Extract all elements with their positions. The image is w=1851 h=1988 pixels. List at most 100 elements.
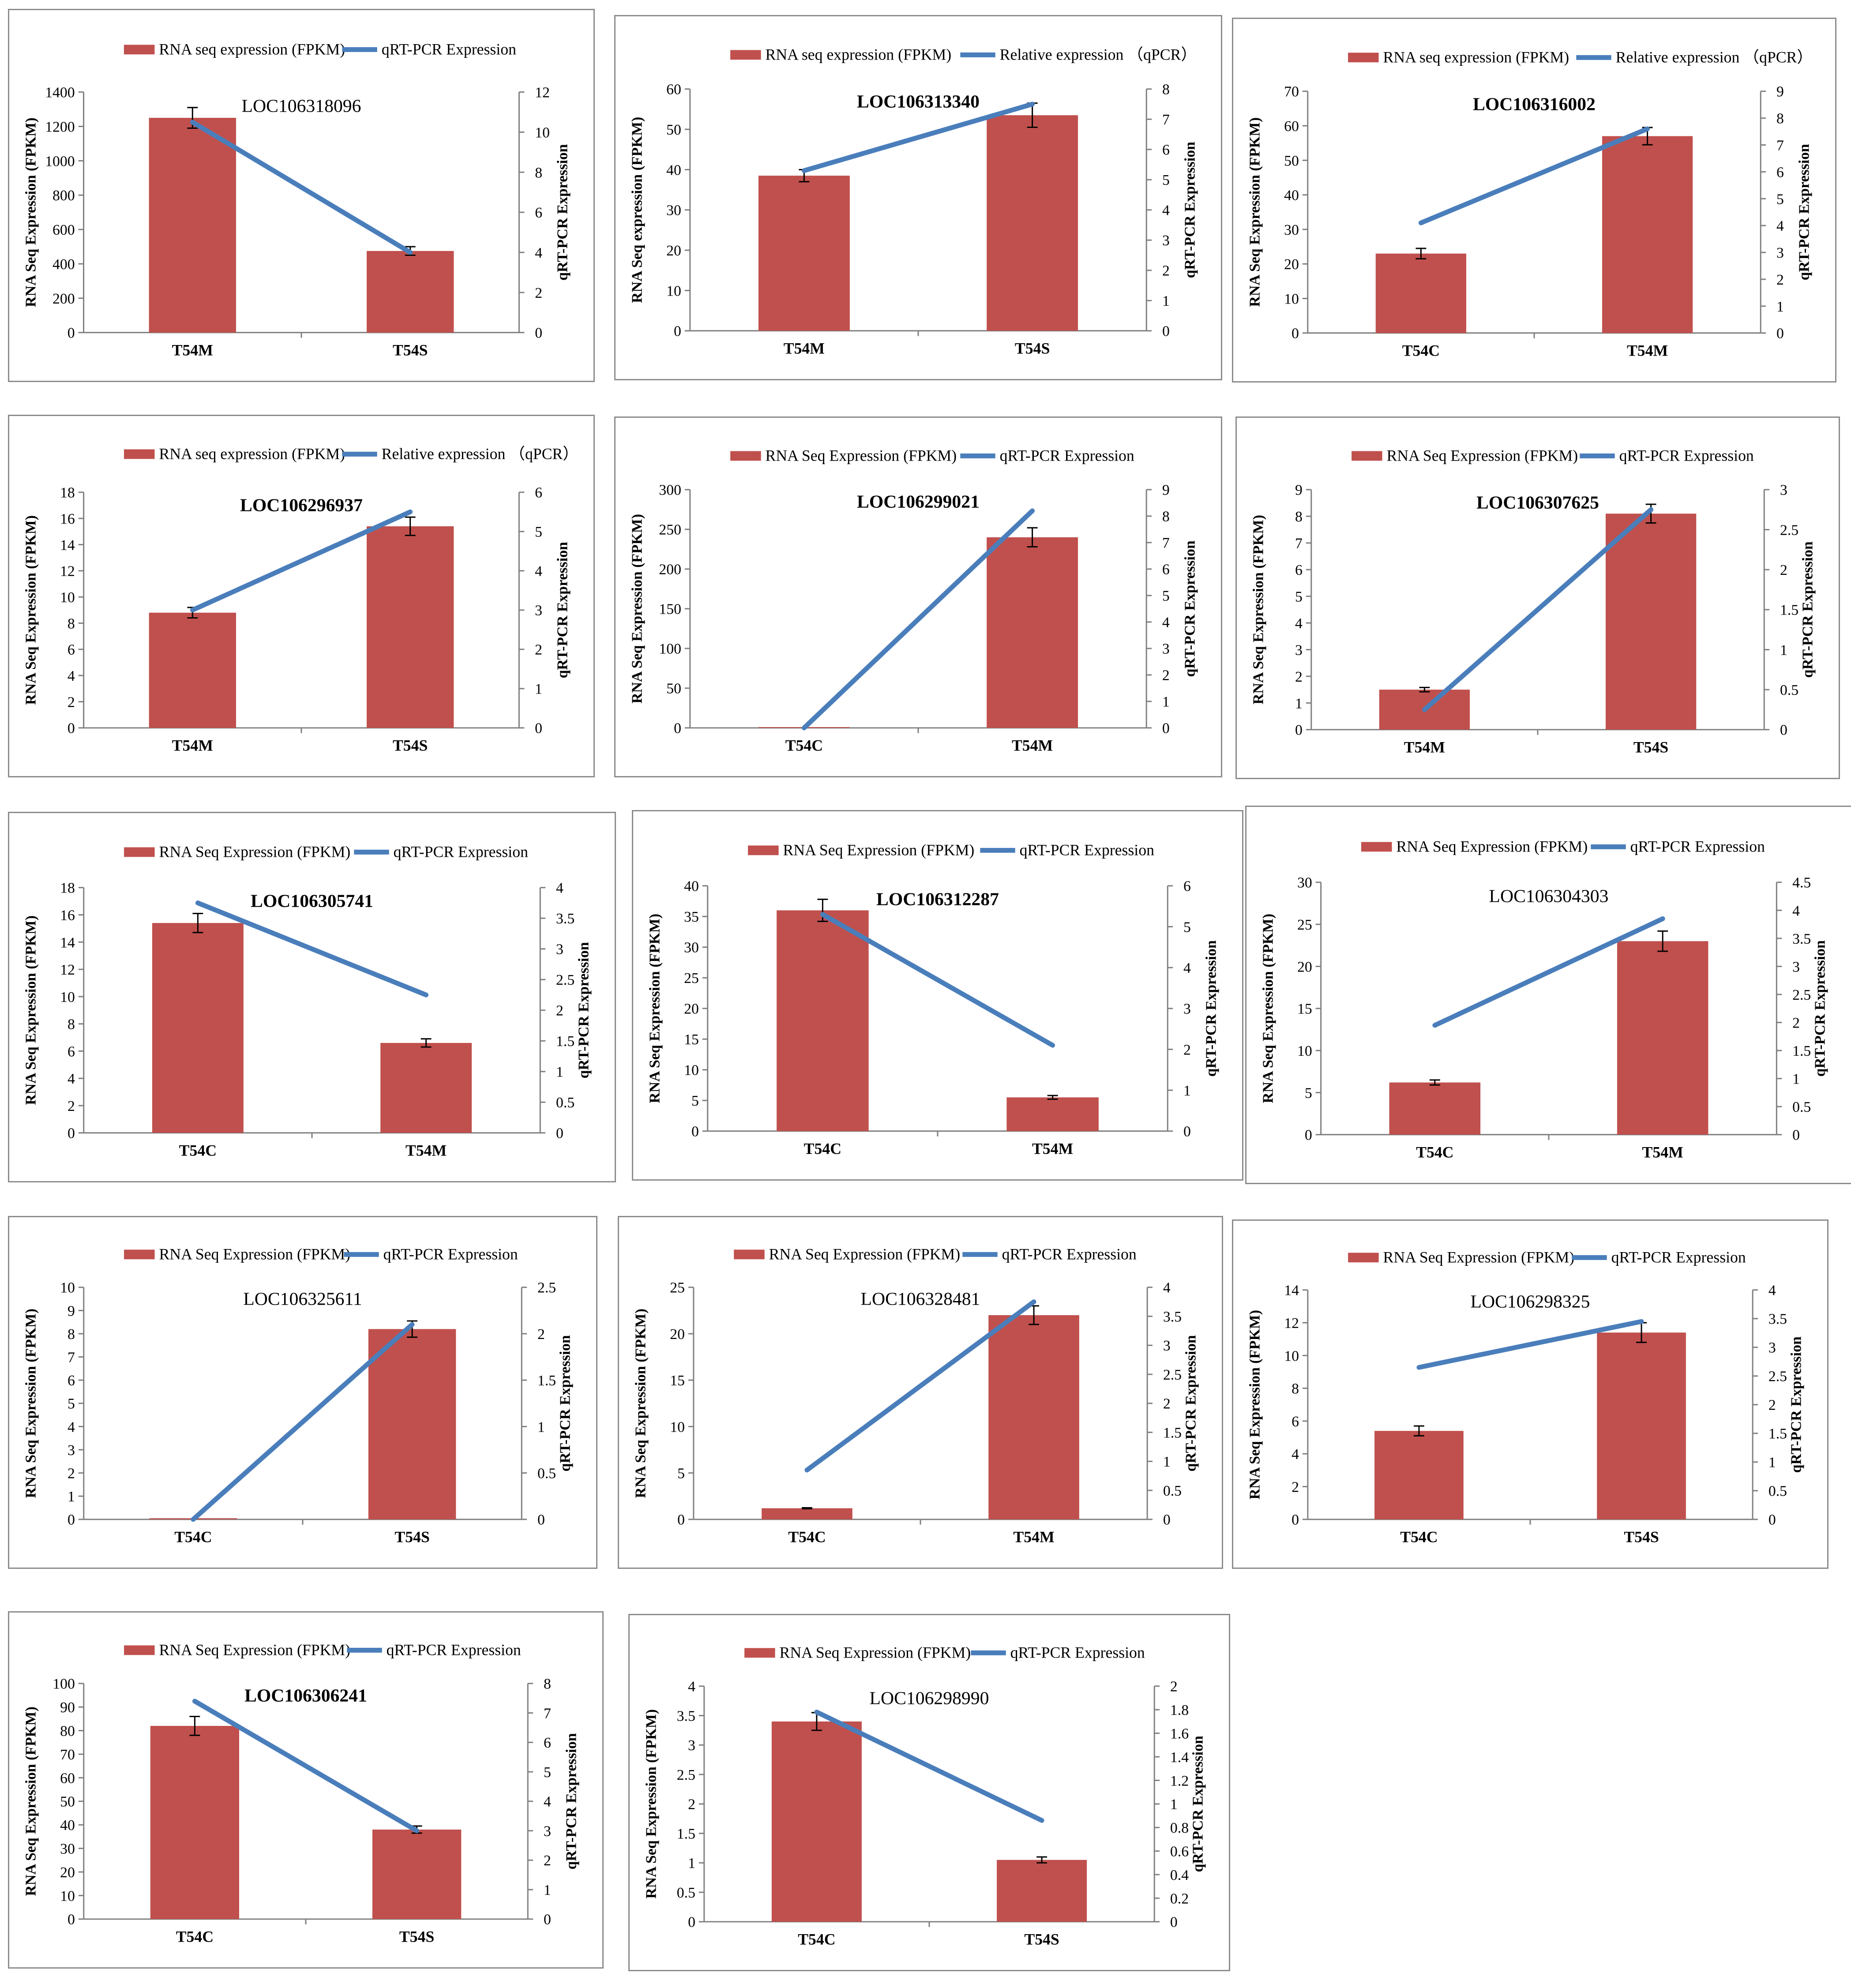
- legend-bar-label: RNA Seq Expression (FPKM): [1396, 837, 1588, 855]
- x-category-label: T54S: [1633, 738, 1668, 756]
- y-right-tick-label: 4: [535, 563, 542, 580]
- y-left-tick-label: 0: [1305, 1127, 1312, 1144]
- y-left-tick-label: 40: [684, 878, 699, 895]
- legend-line-label: qRT-PCR Expression: [383, 1245, 518, 1263]
- y-left-tick-label: 50: [60, 1794, 75, 1810]
- y-left-tick-label: 8: [68, 615, 75, 632]
- x-category-label: T54C: [1400, 1528, 1438, 1545]
- bar: [988, 1315, 1079, 1519]
- legend-line-label: qRT-PCR Expression: [1020, 841, 1154, 859]
- legend: RNA Seq Expression (FPKM) qRT-PCR Express…: [1352, 446, 1754, 464]
- y-left-tick-label: 25: [684, 970, 699, 986]
- y-right-tick-label: 8: [1162, 82, 1170, 98]
- y-right-tick-label: 1: [1163, 1454, 1171, 1470]
- y-right-tick-label: 7: [544, 1705, 551, 1722]
- y-axis-left-label: RNA Seq Expression (FPKM): [643, 1709, 660, 1899]
- y-left-tick-label: 2: [68, 1098, 75, 1114]
- x-category-label: T54C: [798, 1930, 835, 1948]
- x-category-label: T54C: [1402, 341, 1440, 359]
- y-right-tick-label: 4: [1768, 1283, 1776, 1299]
- y-left-tick-label: 10: [1297, 1043, 1312, 1059]
- y-right-tick-label: 1: [1183, 1083, 1191, 1099]
- y-right-tick-label: 0: [1776, 326, 1784, 342]
- y-right-tick-label: 0: [537, 1512, 545, 1528]
- y-right-tick-label: 3: [1768, 1340, 1776, 1356]
- y-axis-left-label: RNA Seq Expression (FPKM): [1260, 914, 1276, 1103]
- y-right-tick-label: 6: [1183, 878, 1191, 895]
- y-left-tick-label: 100: [659, 641, 681, 657]
- legend: RNA Seq Expression (FPKM) qRT-PCR Express…: [124, 1245, 518, 1263]
- y-right-tick-label: 5: [1162, 588, 1170, 604]
- chart-panel: RNA Seq Expression (FPKM) qRT-PCR Express…: [618, 1216, 1223, 1569]
- y-left-tick-label: 8: [68, 1326, 75, 1343]
- y-left-tick-label: 40: [1284, 188, 1299, 204]
- chart-title: LOC106325611: [243, 1289, 362, 1309]
- y-left-tick-label: 12: [60, 563, 75, 580]
- y-left-tick-label: 5: [68, 1396, 75, 1412]
- y-left-tick-label: 0: [674, 720, 681, 737]
- y-left-tick-label: 25: [1297, 917, 1312, 933]
- y-right-tick-label: 7: [1162, 535, 1170, 551]
- y-left-tick-label: 6: [68, 1373, 75, 1389]
- bar: [149, 118, 236, 333]
- y-axis-right-label: qRT-PCR Expression: [1183, 1335, 1199, 1471]
- y-right-tick-label: 0: [1183, 1124, 1191, 1140]
- y-right-tick-label: 5: [544, 1764, 551, 1781]
- x-category-label: T54M: [172, 341, 213, 359]
- legend: RNA seq expression (FPKM) Relative expres…: [1348, 48, 1813, 66]
- y-right-tick-label: 1.5: [1163, 1425, 1182, 1441]
- y-left-tick-label: 20: [1284, 256, 1299, 273]
- y-right-tick-label: 9: [1776, 84, 1784, 100]
- qpcr-line: [1422, 507, 1654, 712]
- x-category-label: T54C: [804, 1140, 841, 1157]
- y-left-tick-label: 12: [60, 962, 75, 978]
- bar: [368, 1329, 456, 1519]
- chart-title: LOC106313340: [857, 91, 980, 112]
- y-axis-left-label: RNA Seq Expression (FPKM): [647, 914, 663, 1103]
- y-right-tick-label: 3: [1183, 1001, 1191, 1017]
- y-right-tick-label: 1: [1170, 1797, 1178, 1813]
- x-category-label: T54M: [172, 736, 213, 754]
- y-right-tick-label: 4: [535, 245, 542, 261]
- y-right-tick-label: 2.5: [1163, 1367, 1182, 1383]
- y-right-tick-label: 2: [1170, 1679, 1178, 1695]
- y-left-tick-label: 200: [53, 291, 75, 307]
- y-left-tick-label: 20: [666, 243, 681, 259]
- y-right-tick-label: 7: [1776, 137, 1784, 154]
- y-axis-right-label: qRT-PCR Expression: [1182, 540, 1198, 677]
- y-left-tick-label: 0.5: [677, 1885, 695, 1901]
- y-right-tick-label: 1: [556, 1064, 563, 1080]
- legend-bar-swatch: [124, 449, 155, 459]
- y-left-tick-label: 4: [68, 1419, 75, 1435]
- y-right-tick-label: 6: [535, 485, 542, 501]
- y-right-tick-label: 3: [544, 1823, 551, 1839]
- y-right-tick-label: 2.5: [1768, 1369, 1787, 1385]
- bar: [367, 251, 454, 333]
- chart-panel: RNA Seq Expression (FPKM) qRT-PCR Express…: [8, 1611, 604, 1969]
- bar: [150, 1725, 240, 1919]
- legend-bar-swatch: [124, 45, 155, 55]
- y-left-tick-label: 8: [1295, 509, 1303, 525]
- legend-line-label: Relative expression （qPCR）: [1000, 45, 1197, 63]
- y-left-tick-label: 10: [60, 989, 75, 1005]
- legend-line-label: qRT-PCR Expression: [1611, 1248, 1746, 1266]
- y-right-tick-label: 1.6: [1170, 1726, 1189, 1742]
- chart-svg: RNA Seq Expression (FPKM) qRT-PCR Express…: [23, 843, 592, 1159]
- bar: [997, 1860, 1087, 1922]
- x-category-label: T54S: [399, 1928, 434, 1945]
- x-category-label: T54M: [1013, 1528, 1054, 1545]
- legend-line-label: Relative expression （qPCR）: [382, 445, 578, 462]
- legend-bar-label: RNA seq expression (FPKM): [766, 45, 952, 63]
- chart-panel: RNA seq expression (FPKM) Relative expres…: [614, 15, 1222, 380]
- y-left-tick-label: 20: [670, 1326, 685, 1343]
- y-axis-left-label: RNA Seq expression (FPKM): [629, 117, 646, 303]
- y-right-tick-label: 3.5: [556, 911, 574, 927]
- y-left-tick-label: 15: [1297, 1001, 1312, 1017]
- y-left-tick-label: 8: [68, 1017, 75, 1033]
- bar: [1374, 1431, 1464, 1519]
- x-category-label: T54C: [788, 1528, 826, 1545]
- legend-bar-swatch: [1348, 1253, 1379, 1263]
- y-axis-right-label: qRT-PCR Expression: [1203, 940, 1219, 1077]
- y-left-tick-label: 6: [68, 642, 75, 658]
- chart-title: LOC106306241: [244, 1685, 367, 1706]
